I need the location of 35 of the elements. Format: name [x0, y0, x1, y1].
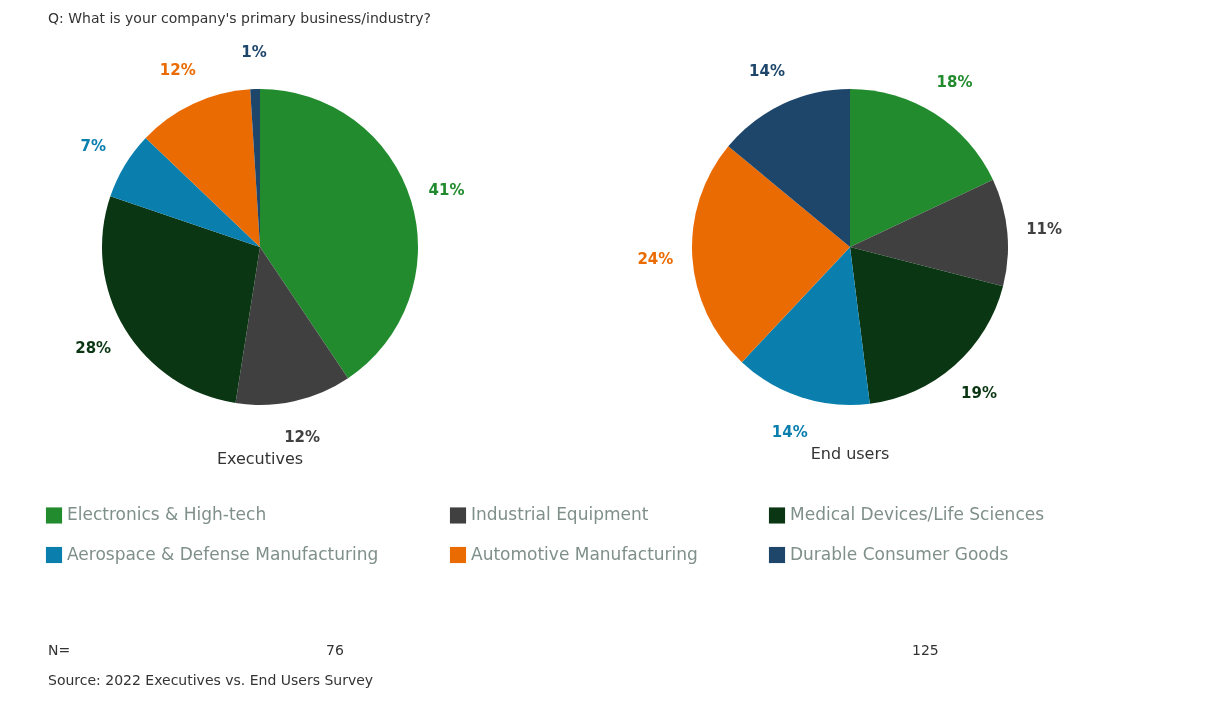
pie-slice [728, 89, 850, 247]
source-note: Source: 2022 Executives vs. End Users Survey [48, 672, 374, 688]
pie-slice [235, 247, 349, 405]
pie-slice [145, 89, 260, 247]
text: 76 [326, 642, 344, 658]
legend-label: Aerospace & Defense Manufacturing [67, 544, 379, 564]
legend-label: Medical Devices/Life Sciences [790, 504, 1045, 525]
data-label: 14% [749, 61, 785, 80]
data-label: 12% [159, 61, 196, 80]
data-label: 7% [80, 137, 106, 156]
legend-label: Durable Consumer Goods [790, 544, 1009, 564]
data-label: 14% [771, 423, 808, 442]
legend-label: Industrial Equipment [471, 504, 649, 525]
text: Q: What is your company's primary business/industry? [48, 10, 431, 26]
data-label: 11% [1026, 219, 1063, 238]
pie-slice [692, 146, 850, 363]
data-label: 12% [284, 428, 321, 447]
data-label: 18% [936, 73, 973, 92]
pie-slice [110, 137, 260, 247]
data-label: 1% [241, 43, 267, 62]
text: N= [48, 642, 71, 658]
pie-slice [850, 179, 1008, 287]
pie-slice [850, 89, 993, 247]
data-label: 19% [961, 384, 997, 403]
legend-label: Electronics & High-tech [67, 504, 267, 525]
text: Executives [216, 449, 304, 469]
data-label: 41% [428, 181, 465, 200]
pie-slice [741, 247, 870, 405]
text: End users [810, 444, 890, 464]
data-label: 24% [637, 250, 674, 269]
data-label: 28% [75, 338, 112, 357]
pie-slice [850, 247, 1004, 404]
pie-slice [260, 89, 418, 379]
legend-label: Automotive Manufacturing [471, 544, 698, 564]
text: 125 [912, 642, 939, 658]
